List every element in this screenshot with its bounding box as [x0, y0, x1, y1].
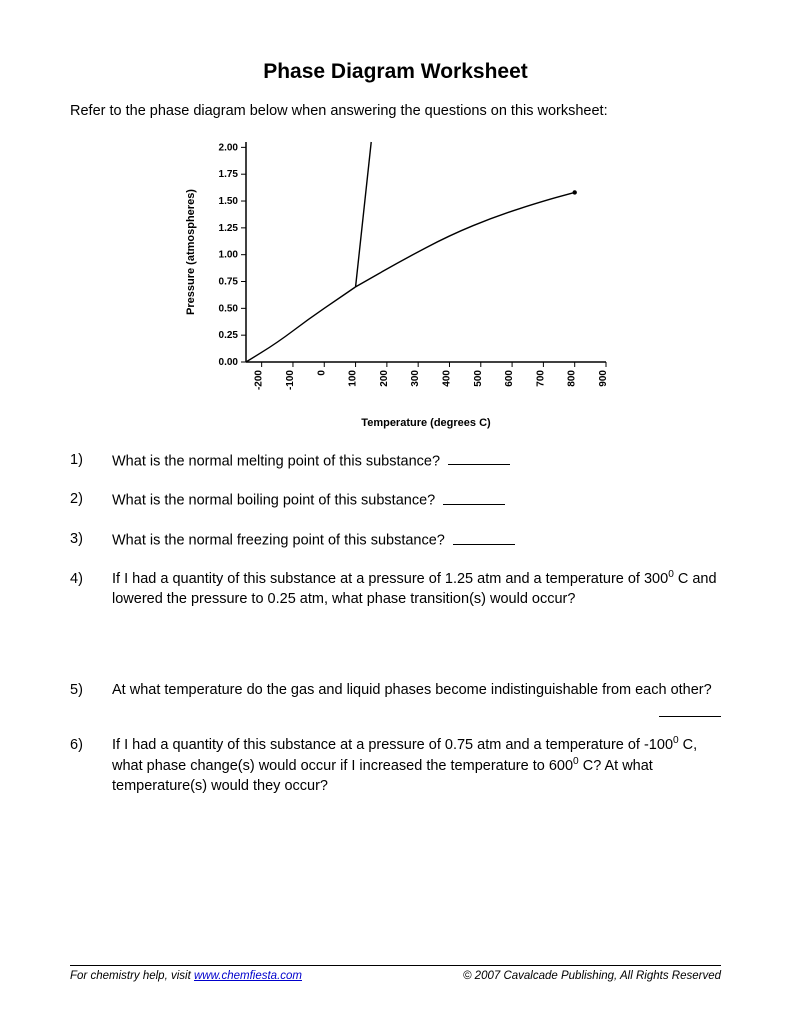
question-number: 4) [70, 569, 112, 589]
svg-text:0: 0 [316, 369, 327, 375]
svg-text:Temperature (degrees C): Temperature (degrees C) [361, 417, 491, 429]
svg-text:200: 200 [378, 369, 389, 386]
question-text: If I had a quantity of this substance at… [112, 569, 721, 610]
svg-text:1.50: 1.50 [218, 196, 238, 207]
svg-text:0.75: 0.75 [218, 276, 238, 287]
question-number: 3) [70, 529, 112, 549]
svg-text:-100: -100 [284, 369, 295, 389]
question-row: 5)At what temperature do the gas and liq… [70, 680, 721, 718]
answer-blank [443, 489, 505, 505]
svg-text:900: 900 [598, 369, 609, 386]
question-row: 2)What is the normal boiling point of th… [70, 489, 721, 511]
svg-text:400: 400 [441, 369, 452, 386]
footer-left-prefix: For chemistry help, visit [70, 970, 194, 982]
questions-list: 1)What is the normal melting point of th… [70, 450, 721, 797]
svg-text:0.00: 0.00 [218, 357, 238, 368]
svg-text:0.50: 0.50 [218, 303, 238, 314]
footer-right: © 2007 Cavalcade Publishing, All Rights … [463, 970, 721, 982]
svg-text:100: 100 [347, 369, 358, 386]
footer-link[interactable]: www.chemfiesta.com [194, 970, 302, 982]
question-text: What is the normal boiling point of this… [112, 489, 721, 511]
svg-text:0.25: 0.25 [218, 330, 238, 341]
svg-text:1.75: 1.75 [218, 169, 238, 180]
svg-text:1.00: 1.00 [218, 249, 238, 260]
answer-blank [448, 450, 510, 466]
footer-left: For chemistry help, visit www.chemfiesta… [70, 970, 302, 982]
answer-blank [659, 702, 721, 718]
svg-text:700: 700 [535, 369, 546, 386]
svg-text:500: 500 [472, 369, 483, 386]
intro-text: Refer to the phase diagram below when an… [70, 102, 721, 122]
question-text: What is the normal melting point of this… [112, 450, 721, 472]
svg-text:Pressure (atmospheres): Pressure (atmospheres) [185, 188, 197, 314]
question-text: At what temperature do the gas and liqui… [112, 680, 721, 718]
question-number: 5) [70, 680, 112, 700]
question-row: 1)What is the normal melting point of th… [70, 450, 721, 472]
phase-diagram-chart: 0.00 0.25 0.50 0.75 1.00 1.25 1.50 1.75 2.00 -200… [176, 132, 616, 432]
question-text: If I had a quantity of this substance at… [112, 735, 721, 796]
svg-text:300: 300 [410, 369, 421, 386]
svg-text:2.00: 2.00 [218, 142, 238, 153]
worksheet-page: Phase Diagram Worksheet Refer to the pha… [0, 0, 791, 1024]
page-title: Phase Diagram Worksheet [70, 60, 721, 84]
svg-text:1.25: 1.25 [218, 222, 238, 233]
svg-text:600: 600 [504, 369, 515, 386]
question-number: 2) [70, 489, 112, 509]
question-row: 4)If I had a quantity of this substance … [70, 569, 721, 610]
answer-blank [453, 529, 515, 545]
phase-diagram-container: 0.00 0.25 0.50 0.75 1.00 1.25 1.50 1.75 2.00 -200… [70, 132, 721, 432]
question-number: 6) [70, 735, 112, 755]
question-row: 3)What is the normal freezing point of t… [70, 529, 721, 551]
question-row: 6)If I had a quantity of this substance … [70, 735, 721, 796]
svg-text:800: 800 [566, 369, 577, 386]
question-number: 1) [70, 450, 112, 470]
page-footer: For chemistry help, visit www.chemfiesta… [70, 965, 721, 982]
question-text: What is the normal freezing point of thi… [112, 529, 721, 551]
svg-text:-200: -200 [253, 369, 264, 389]
